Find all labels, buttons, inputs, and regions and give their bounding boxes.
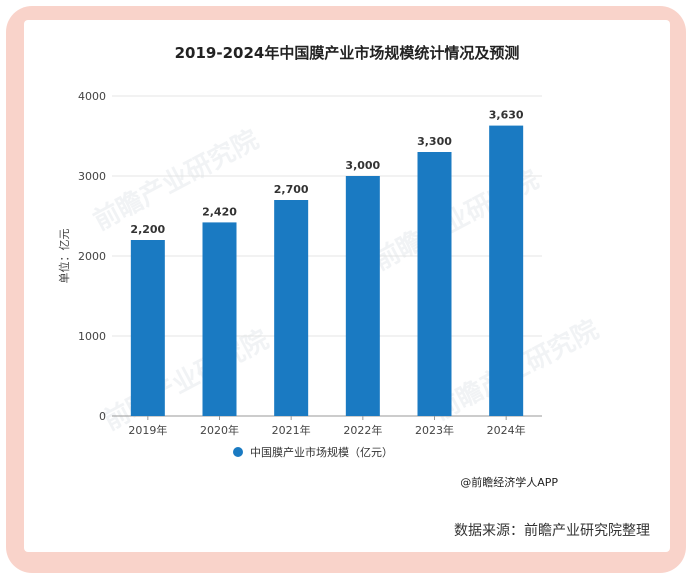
data-source: 数据来源：前瞻产业研究院整理	[454, 523, 650, 539]
data-label: 2,700	[274, 183, 309, 196]
bar	[130, 240, 165, 416]
y-tick-label: 4000	[78, 90, 106, 103]
data-label: 3,630	[489, 109, 524, 122]
legend-label: 中国膜产业市场规模（亿元）	[250, 445, 393, 459]
bar	[417, 152, 452, 416]
x-tick-label: 2023年	[415, 423, 454, 437]
data-label: 2,200	[130, 223, 165, 236]
data-label: 3,000	[345, 159, 380, 172]
y-tick-label: 3000	[78, 170, 106, 183]
legend-marker	[233, 447, 243, 457]
x-tick-label: 2022年	[343, 423, 382, 437]
bar-chart: 0 1000 2000 3000 4000 单位：亿元 2,200 2019年 2,420 202…	[57, 90, 542, 459]
data-label: 3,300	[417, 135, 452, 148]
bar	[345, 176, 380, 416]
bar	[274, 200, 309, 416]
chart-title: 2019-2024年中国膜产业市场规模统计情况及预测	[174, 44, 520, 62]
y-axis-label: 单位：亿元	[57, 229, 71, 284]
x-tick-label: 2020年	[200, 423, 239, 437]
chart-card: 前瞻产业研究院 前瞻产业研究院 前瞻产业研究院 前瞻产业研究院 2019-202…	[24, 20, 670, 552]
bar	[202, 222, 237, 416]
y-tick-label: 0	[99, 410, 106, 423]
data-label: 2,420	[202, 205, 237, 218]
bar	[489, 125, 524, 416]
x-tick-label: 2021年	[272, 423, 311, 437]
x-tick-label: 2024年	[487, 423, 526, 437]
y-tick-label: 1000	[78, 330, 106, 343]
y-tick-label: 2000	[78, 250, 106, 263]
x-tick-label: 2019年	[128, 423, 167, 437]
footer-credit: @前瞻经济学人APP	[460, 476, 558, 489]
